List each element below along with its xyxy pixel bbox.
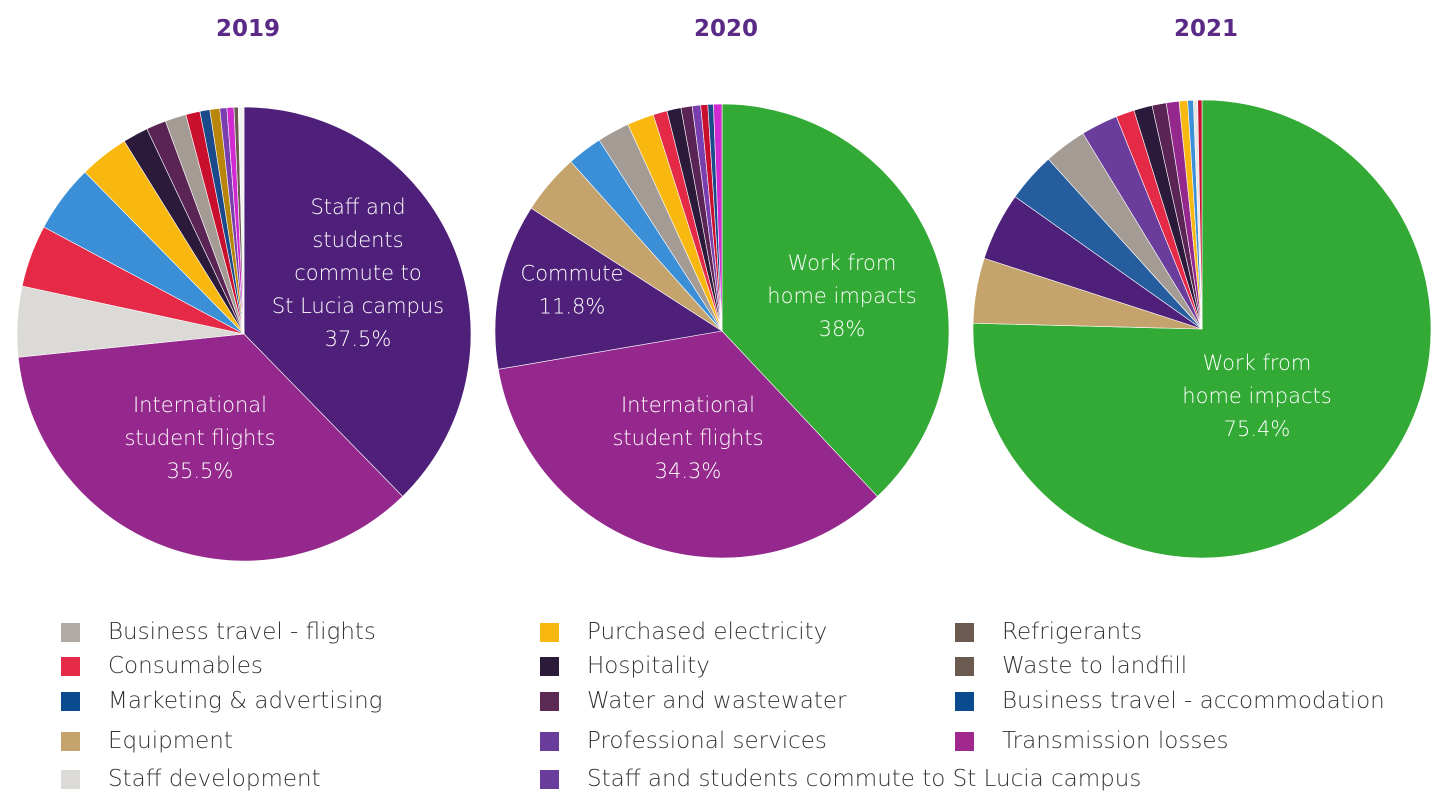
legend-item: Staff and students commute to St Lucia c… xyxy=(540,764,1141,794)
slice-label: Staff and students commute to St Lucia camp… xyxy=(272,195,444,351)
legend-item: Transmission losses xyxy=(955,726,1228,756)
legend-swatch xyxy=(955,622,974,642)
legend-label: Professional services xyxy=(587,728,827,754)
legend-swatch xyxy=(61,622,80,642)
slice-label-line: Staff and xyxy=(310,195,405,219)
legend-swatch xyxy=(540,622,559,642)
slice-label-line: student flights xyxy=(612,426,763,450)
legend-item: Equipment xyxy=(61,726,233,756)
legend-item: Marketing & advertising xyxy=(61,686,382,716)
slice-label-line: home impacts xyxy=(767,284,916,308)
legend-label: Staff and students commute to St Lucia c… xyxy=(587,766,1142,792)
slice-label-line: 38% xyxy=(819,317,866,341)
slice-label: International student flights 35.5% xyxy=(124,393,275,483)
legend-label: Purchased electricity xyxy=(587,619,828,645)
slice-label-line: Work from xyxy=(788,251,897,275)
slice-label-line: 75.4% xyxy=(1224,417,1291,441)
slice-label: Work from home impacts 38% xyxy=(767,251,916,341)
pie-slice xyxy=(497,330,878,559)
slice-label-line: student flights xyxy=(124,426,275,450)
legend-label: Business travel - flights xyxy=(108,619,376,645)
legend-item: Professional services xyxy=(540,726,827,756)
pie-slice xyxy=(1197,99,1203,330)
legend-label: Consumables xyxy=(108,653,263,679)
legend-swatch xyxy=(540,656,559,676)
legend-item: Hospitality xyxy=(540,651,710,681)
legend-swatch xyxy=(540,731,559,751)
legend-item: Waste to landfill xyxy=(955,651,1187,681)
legend-swatch xyxy=(955,656,974,676)
legend-label: Business travel - accommodation xyxy=(1002,688,1385,714)
pie-chart-2019: 2019 Staff and students commute to St Lucia … xyxy=(16,16,472,562)
pie-slice xyxy=(17,333,404,562)
legend-label: Water and wastewater xyxy=(587,688,847,714)
pie-title: 2020 xyxy=(694,16,758,42)
legend-label: Equipment xyxy=(108,728,233,754)
legend-swatch xyxy=(61,691,80,711)
legend-label: Transmission losses xyxy=(1002,728,1229,754)
pie-slice xyxy=(237,106,245,335)
slice-label-line: home impacts xyxy=(1182,384,1331,408)
slice-label-line: Commute xyxy=(521,262,624,286)
slice-label: International student flights 34.3% xyxy=(612,393,763,483)
slice-label-line: International xyxy=(133,393,267,417)
slice-label-line: 34.3% xyxy=(655,459,722,483)
slice-label-line: St Lucia campus xyxy=(272,294,444,318)
legend-label: Waste to landfill xyxy=(1002,653,1188,679)
pie-chart-2020: 2020 Work from home impacts 38% Internationa… xyxy=(494,16,950,559)
pie-slice xyxy=(721,103,950,497)
legend-swatch xyxy=(61,769,80,789)
pie-chart-2021: 2021 Work from home impacts 75.4% xyxy=(972,16,1432,559)
slice-label-line: 37.5% xyxy=(325,327,392,351)
pie-title: 2021 xyxy=(1174,16,1238,42)
legend-item: Refrigerants xyxy=(955,617,1142,647)
slice-label-line: commute to xyxy=(294,261,422,285)
legend-item: Business travel - flights xyxy=(61,617,376,647)
legend-swatch xyxy=(540,769,559,789)
legend-label: Hospitality xyxy=(587,653,710,679)
slice-label: Commute 11.8% xyxy=(521,262,624,319)
legend-swatch xyxy=(61,731,80,751)
pie-slice xyxy=(713,103,723,332)
legend-item: Water and wastewater xyxy=(540,686,846,716)
slice-label-line: International xyxy=(621,393,755,417)
legend-item: Consumables xyxy=(61,651,263,681)
slice-label: Work from home impacts 75.4% xyxy=(1182,351,1331,441)
legend-item: Staff development xyxy=(61,764,321,794)
slice-label-line: 35.5% xyxy=(167,459,234,483)
legend-label: Marketing & advertising xyxy=(108,688,383,714)
legend-item: Business travel - accommodation xyxy=(955,686,1385,716)
slice-label-line: students xyxy=(312,228,403,252)
legend-swatch xyxy=(955,691,974,711)
pie-title: 2019 xyxy=(216,16,280,42)
slice-label-line: Work from xyxy=(1203,351,1312,375)
legend-label: Staff development xyxy=(108,766,321,792)
legend-swatch xyxy=(955,731,974,751)
pie-slice xyxy=(243,106,472,497)
pie-slice xyxy=(494,207,723,370)
legend-swatch xyxy=(61,656,80,676)
legend-swatch xyxy=(540,691,559,711)
legend-item: Purchased electricity xyxy=(540,617,827,647)
legend-label: Refrigerants xyxy=(1002,619,1143,645)
slice-label-line: 11.8% xyxy=(539,295,606,319)
